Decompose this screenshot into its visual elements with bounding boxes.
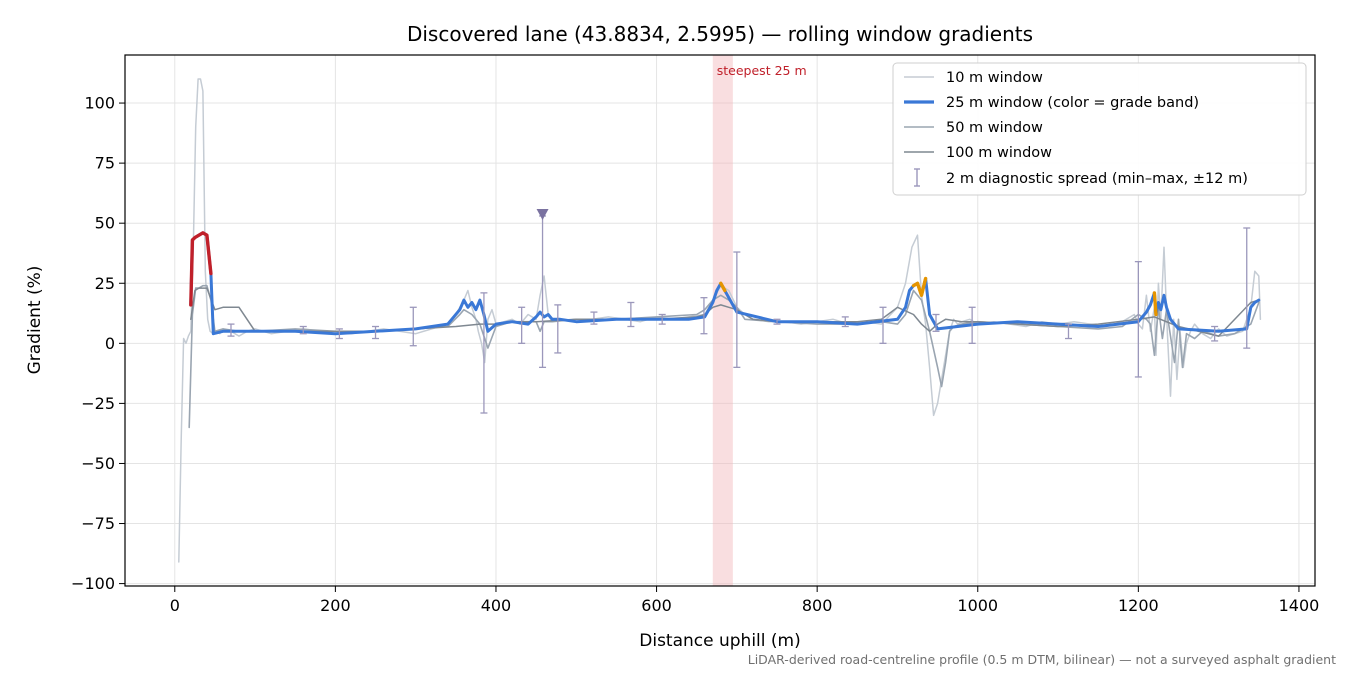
x-tick-label: 1400 [1279,596,1320,615]
error-bar [968,306,976,344]
error-bar [879,306,887,344]
series-layer [178,78,1262,563]
legend: 10 m window 25 m window (color = grade b… [892,62,1307,196]
error-bars [227,215,1251,414]
error-bar [590,311,598,325]
error-bar [658,313,666,325]
x-tick-label: 1000 [957,596,998,615]
legend-label-errorbar: 2 m diagnostic spread (min–max, ±12 m) [946,171,1248,187]
legend-swatch-errorbar [914,168,920,187]
legend-box [892,62,1307,196]
y-tick-label: −75 [81,514,115,533]
error-bar [733,251,741,369]
error-bar [299,325,307,335]
error-bar [932,313,940,332]
plot-frame [124,54,1316,587]
x-tick-label: 0 [170,596,180,615]
y-tick-label: 75 [95,154,115,173]
error-bar [1134,260,1142,378]
error-bar [700,297,708,335]
y-tick-label: 100 [84,94,115,113]
error-bar [841,316,849,328]
grade-band-segment-steep [189,231,213,307]
y-tick-label: 50 [95,214,115,233]
error-bar [335,328,343,340]
grade-band-segment-moderate [1152,291,1158,317]
error-bar [409,306,417,347]
error-bar [227,323,235,337]
y-tick-label: −50 [81,454,115,473]
grade-band-segment-moderate [719,281,727,293]
x-tick-label: 400 [481,596,512,615]
x-axis-label: Distance uphill (m) [639,631,800,651]
error-bar [518,306,526,344]
x-tick-label: 1200 [1118,596,1159,615]
x-tick-label: 800 [802,596,833,615]
legend-label-10m: 10 m window [946,70,1043,86]
error-bar [773,318,781,325]
x-axis-ticks: 0 200 400 600 800 1000 1200 1400 [170,586,1320,615]
x-tick-label: 200 [320,596,351,615]
y-axis-label: Gradient (%) [25,266,45,375]
legend-label-100m: 100 m window [946,145,1052,161]
y-tick-label: 25 [95,274,115,293]
legend-label-50m: 50 m window [946,120,1043,136]
y-tick-label: 0 [105,334,115,353]
chart-title: Discovered lane (43.8834, 2.5995) — roll… [407,22,1033,46]
grade-band-segment-moderate [911,276,928,297]
steepest-band: steepest 25 m [712,55,807,586]
error-bar [627,301,635,328]
marker-triangle [536,208,549,220]
error-bar [1064,323,1072,340]
steepest-band-label: steepest 25 m [717,63,807,78]
steepest-band-rect [712,55,733,586]
x-tick-label: 600 [641,596,672,615]
footnote: LiDAR-derived road-centreline profile (0… [748,652,1336,667]
marker-layer [536,208,549,220]
legend-label-25m: 25 m window (color = grade band) [946,95,1199,111]
y-axis-ticks: −100 −75 −50 −25 0 25 50 75 100 [71,94,125,593]
y-tick-label: −100 [71,574,115,593]
error-bar [1243,227,1251,349]
error-bar [480,292,488,414]
error-bar [1211,325,1219,342]
y-tick-label: −25 [81,394,115,413]
error-bar [372,325,380,340]
error-bar [554,304,562,354]
series-line-25m [189,231,1261,336]
